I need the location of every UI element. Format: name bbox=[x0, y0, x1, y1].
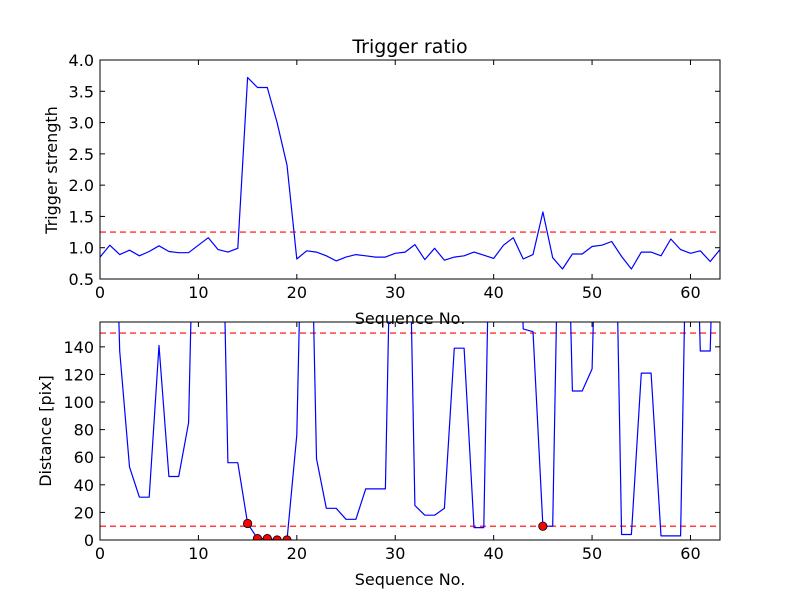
y-tick-label: 20 bbox=[74, 503, 94, 522]
data-point-marker bbox=[538, 521, 548, 531]
y-tick-label: 2.5 bbox=[69, 145, 94, 164]
x-tick-label: 20 bbox=[287, 283, 307, 302]
y-tick-label: 60 bbox=[74, 448, 94, 467]
series-line bbox=[118, 322, 712, 540]
x-axis-label: Sequence No. bbox=[355, 309, 466, 328]
trigger-ratio-plot: Trigger ratio 0 10 20 30 40 50 60 0.5 1.0 1.5 2.0 2… bbox=[42, 36, 721, 328]
x-tick-label: 60 bbox=[680, 283, 700, 302]
x-tick-label: 50 bbox=[582, 544, 602, 563]
y-axis-label: Distance [pix] bbox=[36, 375, 55, 487]
y-tick-label: 140 bbox=[63, 338, 94, 357]
y-tick-label: 120 bbox=[63, 365, 94, 384]
x-tick-label: 60 bbox=[680, 544, 700, 563]
y-tick-label: 40 bbox=[74, 476, 94, 495]
distance-plot: 0 10 20 30 40 50 60 0 20 40 60 80 100 120 140 Sequence… bbox=[36, 321, 721, 589]
x-tick-label: 10 bbox=[188, 544, 208, 563]
y-tick-label: 0.5 bbox=[69, 270, 94, 289]
y-tick-label: 100 bbox=[63, 393, 94, 412]
data-point-marker bbox=[243, 518, 253, 529]
y-tick-label: 1.0 bbox=[69, 239, 94, 258]
x-tick-label: 10 bbox=[188, 283, 208, 302]
series-line bbox=[100, 76, 720, 270]
x-tick-label: 50 bbox=[582, 283, 602, 302]
x-tick-label: 30 bbox=[385, 544, 405, 563]
y-tick-label: 1.5 bbox=[69, 207, 94, 226]
plot-frame bbox=[99, 321, 721, 541]
x-tick-label: 20 bbox=[287, 544, 307, 563]
y-tick-label: 3.0 bbox=[69, 114, 94, 133]
y-tick-label: 0 bbox=[84, 531, 94, 550]
y-tick-label: 3.5 bbox=[69, 82, 94, 101]
plot-frame bbox=[99, 59, 721, 280]
x-tick-label: 0 bbox=[95, 283, 105, 302]
data-point-marker bbox=[252, 534, 263, 540]
x-tick-label: 30 bbox=[385, 283, 405, 302]
x-axis-label: Sequence No. bbox=[355, 570, 466, 589]
y-tick-label: 2.0 bbox=[69, 176, 94, 195]
chart-title: Trigger ratio bbox=[351, 36, 467, 58]
y-tick-label: 80 bbox=[74, 421, 94, 440]
data-point-marker bbox=[262, 534, 272, 540]
y-tick-label: 4.0 bbox=[69, 51, 94, 70]
y-axis-label: Trigger strength bbox=[42, 106, 61, 235]
x-tick-label: 0 bbox=[95, 544, 105, 563]
x-tick-label: 40 bbox=[483, 544, 503, 563]
x-tick-label: 40 bbox=[483, 283, 503, 302]
